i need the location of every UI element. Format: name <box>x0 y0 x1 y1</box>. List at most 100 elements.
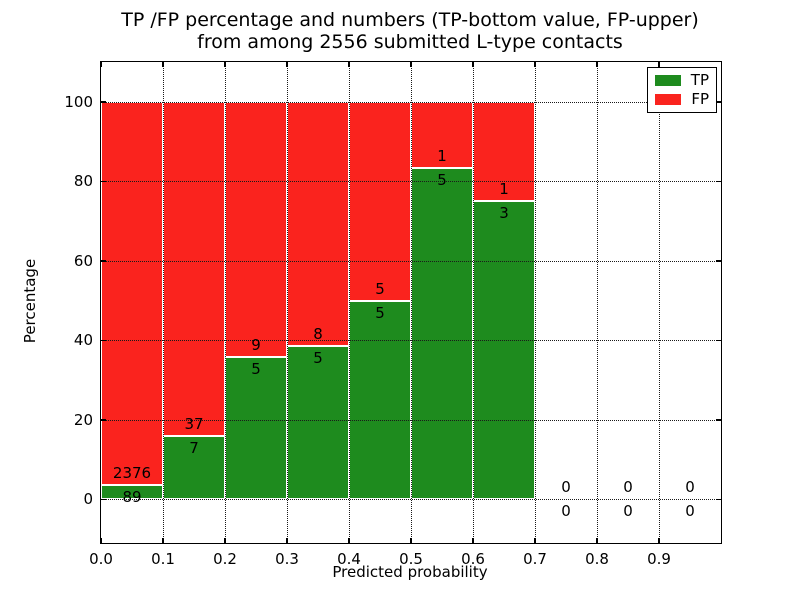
y-gridline <box>101 101 721 103</box>
tp-bar-segment <box>473 201 535 500</box>
y-gridline <box>101 419 721 421</box>
x-gridline <box>411 62 412 543</box>
x-tick-label: 0.4 <box>337 550 361 568</box>
x-tick-label: 0.0 <box>89 550 113 568</box>
x-gridline <box>659 62 660 543</box>
tp-count-label: 0 <box>685 502 695 521</box>
chart-title-line2: from among 2556 submitted L-type contact… <box>197 31 623 53</box>
y-axis-label: Percentage <box>21 258 39 344</box>
x-tick-mark <box>224 538 226 543</box>
x-gridline <box>349 62 350 543</box>
x-tick-label: 0.5 <box>399 550 423 568</box>
x-tick-mark <box>596 62 598 67</box>
y-gridline <box>101 181 721 183</box>
y-tick-mark <box>716 419 721 421</box>
tp-bar-segment <box>287 346 349 500</box>
x-tick-mark <box>286 538 288 543</box>
x-tick-mark <box>472 62 474 67</box>
fp-count-label: 0 <box>685 478 695 497</box>
y-tick-mark <box>716 260 721 262</box>
tp-swatch-icon <box>655 75 681 87</box>
tp-count-label: 7 <box>189 439 199 458</box>
tp-bar-segment <box>349 300 411 500</box>
x-tick-mark <box>100 62 102 67</box>
x-tick-mark <box>224 62 226 67</box>
fp-count-label: 0 <box>623 478 633 497</box>
fp-count-label: 9 <box>251 336 261 355</box>
legend-label-tp: TP <box>690 71 709 90</box>
fp-swatch-icon <box>655 93 681 105</box>
tp-count-label: 0 <box>623 502 633 521</box>
tp-count-label: 5 <box>437 171 447 189</box>
x-tick-label: 0.6 <box>461 550 485 568</box>
y-tick-mark <box>716 339 721 341</box>
fp-count-label: 2376 <box>112 463 152 482</box>
y-tick-mark <box>101 180 106 182</box>
chart-title-line1: TP /FP percentage and numbers (TP-bottom… <box>121 9 699 31</box>
legend-item-fp: FP <box>655 89 709 108</box>
y-tick-label: 60 <box>73 251 93 270</box>
tp-count-label: 5 <box>375 303 385 322</box>
fp-bar-segment <box>101 101 163 485</box>
x-tick-mark <box>658 62 660 67</box>
x-tick-mark <box>658 538 660 543</box>
tp-bar-segment <box>163 436 225 500</box>
x-tick-label: 0.9 <box>647 550 671 568</box>
x-tick-mark <box>596 538 598 543</box>
y-tick-label: 20 <box>73 410 93 429</box>
x-axis-label: Predicted probability <box>332 563 488 581</box>
legend-label-fp: FP <box>691 89 709 108</box>
fp-count-label: 5 <box>375 279 385 298</box>
y-gridline <box>101 340 721 342</box>
fp-count-label: 0 <box>561 478 571 497</box>
tp-bar-segment <box>411 168 473 500</box>
x-gridline <box>535 62 536 543</box>
x-tick-mark <box>472 538 474 543</box>
fp-bar-segment <box>349 101 411 301</box>
x-tick-mark <box>534 538 536 543</box>
x-gridline <box>225 62 226 543</box>
fp-count-label: 8 <box>313 325 323 344</box>
x-tick-mark <box>348 538 350 543</box>
y-tick-label: 80 <box>73 172 93 191</box>
tp-bar-segment <box>101 484 163 500</box>
x-tick-mark <box>534 62 536 67</box>
tp-count-label: 3 <box>499 204 509 223</box>
y-tick-mark <box>101 419 106 421</box>
fp-bar-segment <box>163 101 225 437</box>
x-tick-mark <box>100 538 102 543</box>
y-gridline <box>101 499 721 501</box>
x-gridline <box>287 62 288 543</box>
fp-bar-segment <box>287 101 349 347</box>
chart-title: TP /FP percentage and numbers (TP-bottom… <box>121 9 699 53</box>
y-tick-mark <box>101 101 106 103</box>
x-tick-label: 0.7 <box>523 550 547 568</box>
y-tick-mark <box>716 498 721 501</box>
x-tick-label: 0.1 <box>151 550 175 568</box>
tp-bar-segment <box>225 357 287 500</box>
y-tick-mark <box>716 101 721 103</box>
y-tick-label: 100 <box>64 92 93 111</box>
tp-count-label: 5 <box>251 360 261 379</box>
x-tick-mark <box>410 62 412 67</box>
x-tick-label: 0.8 <box>585 550 609 568</box>
x-tick-mark <box>348 62 350 67</box>
x-tick-label: 0.3 <box>275 550 299 568</box>
y-tick-mark <box>101 260 106 262</box>
legend-item-tp: TP <box>655 73 709 88</box>
x-tick-mark <box>162 538 164 543</box>
x-gridline <box>473 62 474 543</box>
tp-count-label: 0 <box>561 502 571 521</box>
x-tick-mark <box>286 62 288 67</box>
x-tick-mark <box>162 62 164 67</box>
y-tick-mark <box>716 180 721 182</box>
y-tick-mark <box>101 339 106 341</box>
x-tick-label: 0.2 <box>213 550 237 568</box>
y-tick-mark <box>101 498 106 501</box>
legend: TP FP <box>647 67 717 113</box>
x-gridline <box>597 62 598 543</box>
plot-area: TP FP 0.0 0.1 0.2 0.3 0.4 0.5 0.6 0.7 0.8 0.9 0 20 4… <box>64 61 722 568</box>
y-gridline <box>101 260 721 262</box>
fp-bar-segment <box>225 101 287 358</box>
